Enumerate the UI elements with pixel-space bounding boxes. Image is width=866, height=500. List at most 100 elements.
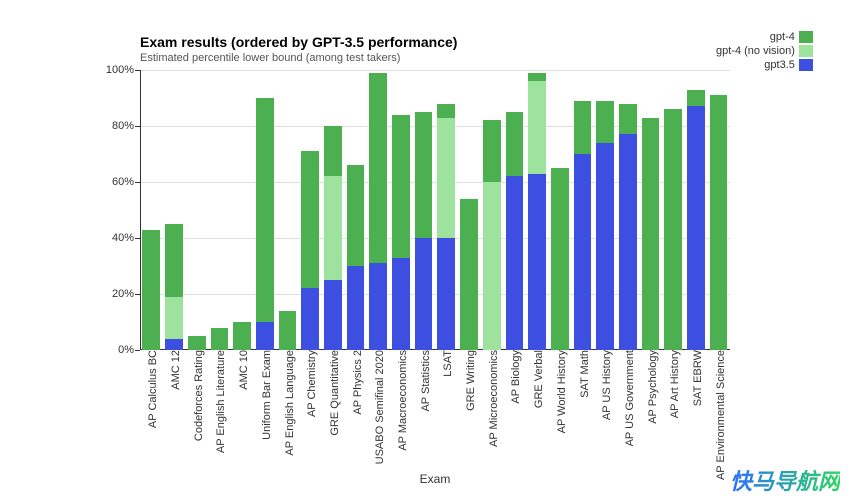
legend-item: gpt-4 (no vision) xyxy=(716,44,813,58)
legend-swatch xyxy=(799,31,813,43)
bar-gpt4_nv xyxy=(483,182,501,350)
y-axis-line xyxy=(140,70,141,350)
bar-gpt35 xyxy=(596,143,614,350)
legend: gpt-4gpt-4 (no vision)gpt3.5 xyxy=(716,30,813,72)
x-tick-label: AP Psychology xyxy=(643,350,659,424)
bar-group xyxy=(619,70,637,350)
legend-item: gpt-4 xyxy=(716,30,813,44)
x-tick-label: USABO Semifinal 2020 xyxy=(370,350,386,464)
x-tick-label: GRE Verbal xyxy=(529,350,545,408)
bar-group xyxy=(324,70,342,350)
bar-group xyxy=(642,70,660,350)
x-tick-label: AMC 10 xyxy=(234,350,250,390)
bar-gpt4 xyxy=(211,328,229,350)
x-tick-label: Uniform Bar Exam xyxy=(257,350,273,440)
y-tick-label: 60% xyxy=(112,176,140,188)
y-tick-label: 40% xyxy=(112,232,140,244)
legend-label: gpt-4 xyxy=(770,30,799,44)
x-tick-label: Codeforces Rating xyxy=(189,350,205,441)
x-tick-label: AP Environmental Science xyxy=(711,350,727,480)
bar-group xyxy=(211,70,229,350)
bar-group xyxy=(483,70,501,350)
bar-gpt35 xyxy=(506,176,524,350)
bar-gpt35 xyxy=(165,339,183,350)
x-tick-label: AP Physics 2 xyxy=(348,350,364,415)
x-tick-label: AP Statistics xyxy=(416,350,432,412)
x-tick-label: AP Calculus BC xyxy=(143,350,159,428)
bar-group xyxy=(596,70,614,350)
bar-gpt35 xyxy=(437,238,455,350)
x-tick-label: GRE Quantitative xyxy=(325,350,341,436)
bar-group xyxy=(664,70,682,350)
x-tick-label: SAT Math xyxy=(575,350,591,398)
bar-gpt35 xyxy=(301,288,319,350)
x-axis-title: Exam xyxy=(420,472,451,486)
bar-gpt35 xyxy=(619,134,637,350)
legend-swatch xyxy=(799,59,813,71)
y-tick-label: 80% xyxy=(112,120,140,132)
x-tick-label: AP World History xyxy=(552,350,568,433)
bar-group xyxy=(528,70,546,350)
bar-gpt4 xyxy=(664,109,682,350)
bar-gpt35 xyxy=(347,266,365,350)
bar-gpt4 xyxy=(551,168,569,350)
x-tick-label: AP English Literature xyxy=(211,350,227,453)
bar-gpt35 xyxy=(324,280,342,350)
bar-group xyxy=(506,70,524,350)
bar-group xyxy=(279,70,297,350)
bar-gpt4 xyxy=(710,95,728,350)
x-tick-label: AP Chemistry xyxy=(302,350,318,417)
bar-gpt35 xyxy=(528,174,546,350)
x-tick-label: AP Microeconomics xyxy=(484,350,500,447)
y-tick-label: 20% xyxy=(112,288,140,300)
bar-group xyxy=(437,70,455,350)
bar-gpt35 xyxy=(256,322,274,350)
bar-gpt35 xyxy=(392,258,410,350)
bar-gpt4 xyxy=(256,98,274,350)
bar-group xyxy=(574,70,592,350)
y-tick-label: 0% xyxy=(118,344,140,356)
chart-title: Exam results (ordered by GPT-3.5 perform… xyxy=(140,34,457,50)
x-tick-label: AP US History xyxy=(597,350,613,420)
bar-gpt35 xyxy=(574,154,592,350)
bar-gpt4 xyxy=(279,311,297,350)
x-tick-label: AP Macroeconomics xyxy=(393,350,409,451)
chart-subtitle: Estimated percentile lower bound (among … xyxy=(140,52,400,64)
bar-gpt4 xyxy=(460,199,478,350)
bar-gpt4 xyxy=(642,118,660,350)
x-tick-label: AP Art History xyxy=(665,350,681,418)
x-tick-label: LSAT xyxy=(438,350,454,377)
bar-group xyxy=(369,70,387,350)
bar-group xyxy=(233,70,251,350)
x-tick-label: AP English Language xyxy=(280,350,296,456)
bar-group xyxy=(188,70,206,350)
x-tick-label: AP Biology xyxy=(506,350,522,404)
bar-gpt35 xyxy=(415,238,433,350)
bar-group xyxy=(165,70,183,350)
x-tick-label: GRE Writing xyxy=(461,350,477,411)
plot-area: 0%20%40%60%80%100%AP Calculus BCAMC 12Co… xyxy=(140,70,730,350)
legend-item: gpt3.5 xyxy=(716,58,813,72)
chart-container: Exam results (ordered by GPT-3.5 perform… xyxy=(0,0,866,500)
bar-group xyxy=(460,70,478,350)
bar-group xyxy=(301,70,319,350)
legend-swatch xyxy=(799,45,813,57)
bar-gpt35 xyxy=(369,263,387,350)
bar-group xyxy=(415,70,433,350)
legend-label: gpt3.5 xyxy=(764,58,799,72)
bar-group xyxy=(256,70,274,350)
bar-group xyxy=(710,70,728,350)
bar-gpt4 xyxy=(233,322,251,350)
legend-label: gpt-4 (no vision) xyxy=(716,44,799,58)
y-tick-label: 100% xyxy=(106,64,140,76)
x-tick-label: SAT EBRW xyxy=(688,350,704,406)
x-tick-label: AP US Government xyxy=(620,350,636,446)
bar-group xyxy=(551,70,569,350)
bar-gpt4 xyxy=(188,336,206,350)
bar-gpt35 xyxy=(687,106,705,350)
bar-group xyxy=(392,70,410,350)
bar-group xyxy=(347,70,365,350)
bar-gpt4 xyxy=(142,230,160,350)
bar-group xyxy=(142,70,160,350)
watermark: 快马导航网 xyxy=(730,464,840,496)
